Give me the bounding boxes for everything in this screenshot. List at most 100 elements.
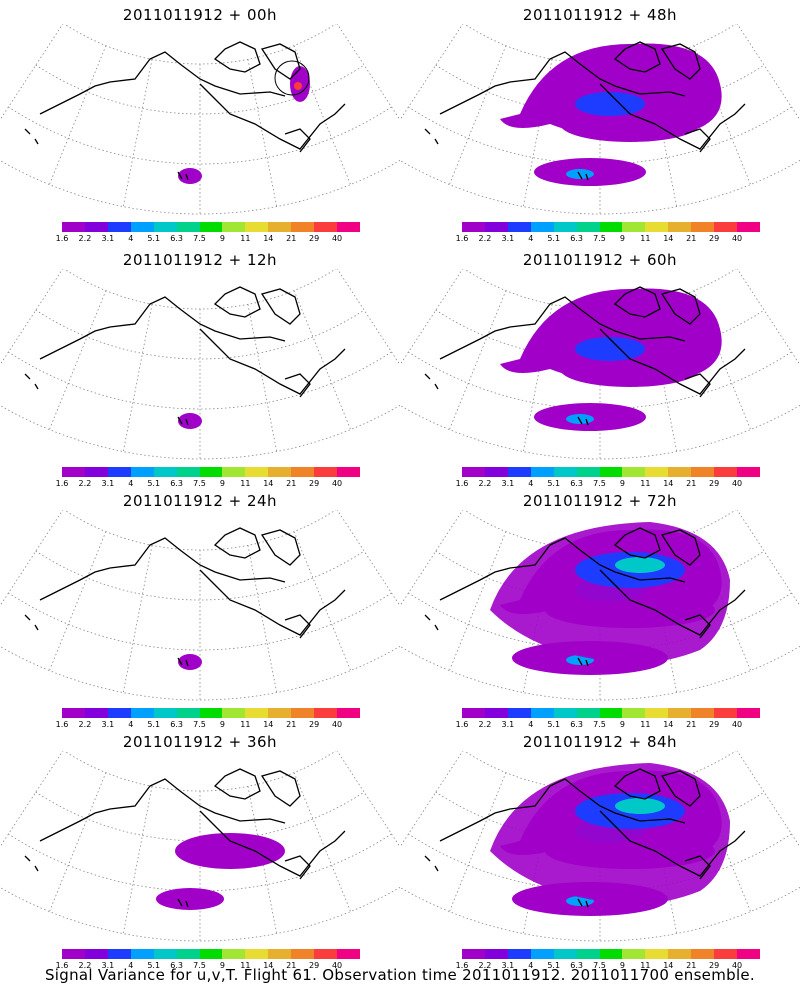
colorbar-tick-label: 3.1 <box>501 234 515 243</box>
colorbar-labels: 1.6 2.2 3.1 4 5.1 6.3 7.5 9 11 14 21 29 40 <box>456 479 760 489</box>
colorbar-swatch <box>176 949 200 959</box>
longitude-gridline <box>247 786 278 934</box>
colorbar <box>62 949 360 959</box>
colorbar-swatch <box>222 949 246 959</box>
colorbar-swatch <box>462 949 485 959</box>
signal-variance-shading <box>178 654 202 670</box>
colorbar-swatch <box>291 222 315 232</box>
longitude-gridline <box>122 59 153 207</box>
latitude-gridline <box>407 351 793 410</box>
colorbar-tick-label: 9 <box>219 961 225 970</box>
colorbar-swatch <box>668 949 692 959</box>
latitude-gridline <box>435 64 765 115</box>
longitude-gridline <box>336 510 400 607</box>
colorbar-labels: 1.6 2.2 3.1 4 5.1 6.3 7.5 9 11 14 21 29 40 <box>56 720 360 730</box>
map-panel: 2011011912 + 36h 1.6 2.2 3.1 4 5.1 6.3 7.5 9 11 14… <box>0 727 400 972</box>
colorbar-tick-label: 7.5 <box>593 720 606 729</box>
colorbar-tick-label: 5.1 <box>147 961 161 970</box>
colorbar-swatch <box>599 949 623 959</box>
longitude-gridline <box>0 24 64 121</box>
colorbar-swatch <box>484 467 508 477</box>
colorbar-tick-label: 9 <box>219 720 225 729</box>
colorbar-tick-label: 2.2 <box>78 961 92 970</box>
colorbar-swatch <box>337 222 360 232</box>
map-panel: 2011011912 + 24h 1.6 2.2 3.1 4 5.1 6.3 7.5 9 11 14… <box>0 486 400 731</box>
colorbar-tick-label: 14 <box>263 961 274 970</box>
colorbar-tick-label: 9 <box>219 234 225 243</box>
colorbar-swatch <box>576 949 600 959</box>
coastline <box>24 768 346 908</box>
colorbar-swatch <box>553 949 577 959</box>
colorbar-tick-label: 4 <box>528 234 534 243</box>
colorbar-tick-label: 11 <box>240 479 251 488</box>
coastline <box>24 527 346 667</box>
colorbar-tick-label: 1.6 <box>455 961 469 970</box>
colorbar-swatch <box>462 222 485 232</box>
colorbar-swatch <box>691 222 715 232</box>
colorbar-tick-label: 29 <box>309 961 320 970</box>
colorbar-labels: 1.6 2.2 3.1 4 5.1 6.3 7.5 9 11 14 21 29 40 <box>456 234 760 244</box>
colorbar-tick-label: 1.6 <box>455 720 469 729</box>
colorbar-tick-label: 29 <box>709 234 720 243</box>
colorbar-swatch <box>291 708 315 718</box>
colorbar-labels: 1.6 2.2 3.1 4 5.1 6.3 7.5 9 11 14 21 29 40 <box>56 961 360 971</box>
colorbar-swatch <box>668 222 692 232</box>
colorbar-tick-label: 14 <box>663 720 674 729</box>
latitude-gridline <box>35 791 365 842</box>
colorbar-swatch <box>462 708 485 718</box>
colorbar-tick-label: 1.6 <box>55 479 69 488</box>
colorbar-tick-label: 2.2 <box>478 479 492 488</box>
colorbar-tick-label: 11 <box>640 479 651 488</box>
colorbar-swatch <box>337 949 360 959</box>
colorbar-swatch <box>62 949 85 959</box>
colorbar-swatch <box>714 467 738 477</box>
colorbar-tick-label: 3.1 <box>501 961 515 970</box>
colorbar-swatch <box>245 708 269 718</box>
colorbar-tick-label: 40 <box>331 961 343 970</box>
colorbar-labels: 1.6 2.2 3.1 4 5.1 6.3 7.5 9 11 14 21 29 40 <box>56 479 360 489</box>
colorbar-swatch <box>268 708 292 718</box>
colorbar-swatch <box>553 708 577 718</box>
panel-title: 2011011912 + 36h <box>122 733 278 751</box>
colorbar-tick-label: 40 <box>331 479 343 488</box>
colorbar-tick-label: 29 <box>709 479 720 488</box>
colorbar-swatch <box>84 467 108 477</box>
figure-caption: Signal Variance for u,v,T. Flight 61. Ob… <box>44 966 756 984</box>
colorbar-swatch <box>84 222 108 232</box>
colorbar-tick-label: 7.5 <box>193 961 206 970</box>
colorbar-tick-label: 5.1 <box>147 720 161 729</box>
colorbar-swatch <box>737 222 760 232</box>
coastline <box>424 527 746 667</box>
colorbar-swatch <box>291 467 315 477</box>
colorbar-tick-label: 11 <box>240 720 251 729</box>
longitude-gridline <box>449 772 507 912</box>
colorbar-tick-label: 11 <box>640 720 651 729</box>
longitude-gridline <box>449 45 507 185</box>
latitude-gridline <box>407 833 793 892</box>
colorbar-swatch <box>622 949 646 959</box>
colorbar-tick-label: 1.6 <box>455 479 469 488</box>
colorbar-tick-label: 7.5 <box>593 961 606 970</box>
colorbar-tick-label: 11 <box>240 234 251 243</box>
longitude-gridline <box>49 45 107 185</box>
colorbar-tick-label: 2.2 <box>78 720 92 729</box>
colorbar-swatch <box>222 467 246 477</box>
colorbar-tick-label: 1.6 <box>455 234 469 243</box>
colorbar-tick-label: 29 <box>309 720 320 729</box>
colorbar <box>462 222 760 232</box>
colorbar-swatch <box>507 708 531 718</box>
colorbar <box>62 708 360 718</box>
latitude-gridline <box>435 550 765 601</box>
map-panel: 2011011912 + 00h 1.6 2.2 3.1 4 5.1 6.3 7.5 9 11 14… <box>0 0 400 245</box>
colorbar-swatch <box>714 708 738 718</box>
colorbar-swatch <box>576 467 600 477</box>
map-panel: 2011011912 + 60h 1.6 2.2 3.1 4 5.1 6.3 7.5 9 11 14… <box>400 245 800 490</box>
colorbar-swatch <box>62 708 85 718</box>
colorbar-tick-label: 3.1 <box>501 720 515 729</box>
colorbar-labels: 1.6 2.2 3.1 4 5.1 6.3 7.5 9 11 14 21 29 40 <box>456 720 760 730</box>
colorbar-tick-label: 14 <box>263 234 274 243</box>
longitude-gridline <box>336 24 400 121</box>
colorbar-swatch <box>553 467 577 477</box>
longitude-gridline <box>293 45 351 185</box>
colorbar-tick-label: 4 <box>128 961 134 970</box>
